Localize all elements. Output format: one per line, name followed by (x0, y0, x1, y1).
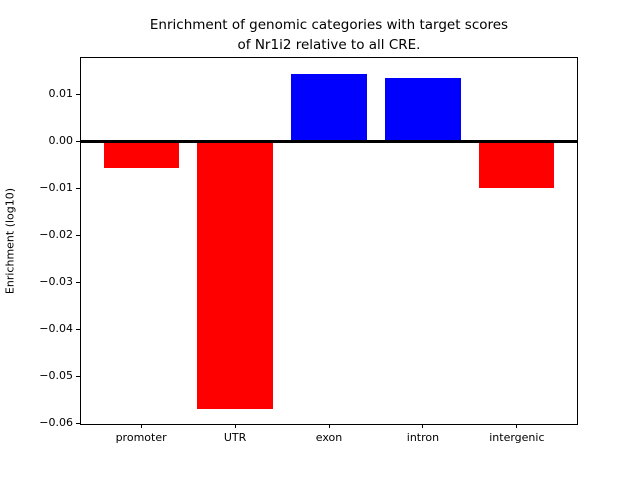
x-tick-label-promoter: promoter (115, 431, 167, 444)
y-tick-label: −0.02 (39, 228, 73, 242)
x-tick-label-UTR: UTR (223, 431, 247, 444)
x-tick-mark (516, 424, 518, 428)
x-tick-mark (140, 424, 142, 428)
y-tick-label: −0.01 (39, 181, 73, 195)
y-tick-mark (76, 375, 80, 377)
y-tick-label: −0.04 (39, 322, 73, 336)
x-tick-mark (234, 424, 236, 428)
bar-UTR (197, 141, 273, 409)
bar-intergenic (479, 141, 555, 189)
bar-exon (291, 73, 367, 142)
y-tick-mark (76, 281, 80, 283)
chart-title: Enrichment of genomic categories with ta… (149, 17, 509, 53)
y-tick-label: −0.03 (39, 275, 73, 289)
zero-line (81, 139, 577, 143)
bar-intron (385, 78, 461, 142)
bar-promoter (103, 141, 179, 168)
y-tick-mark (76, 140, 80, 142)
plot-area (80, 57, 578, 425)
x-tick-label-intron: intron (406, 431, 440, 444)
y-tick-label: −0.05 (39, 369, 73, 383)
y-tick-mark (76, 187, 80, 189)
y-tick-mark (76, 328, 80, 330)
x-tick-mark (328, 424, 330, 428)
y-tick-mark (76, 422, 80, 424)
y-tick-mark (76, 93, 80, 95)
x-tick-label-exon: exon (315, 431, 343, 444)
y-tick-label: 0.00 (48, 134, 74, 148)
y-tick-mark (76, 234, 80, 236)
x-tick-mark (422, 424, 424, 428)
x-tick-label-intergenic: intergenic (489, 431, 545, 444)
y-tick-label: −0.06 (39, 416, 73, 430)
y-tick-label: 0.01 (48, 87, 74, 101)
